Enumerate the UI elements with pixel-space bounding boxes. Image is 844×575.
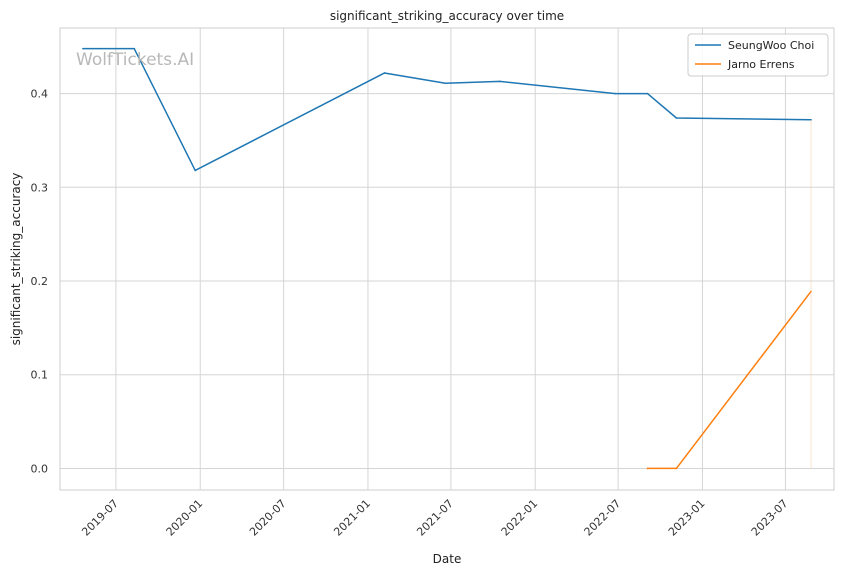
legend: SeungWoo Choi Jarno Errens — [687, 33, 829, 77]
data-point-seungwoo-choi — [383, 72, 386, 74]
grid-lines — [60, 28, 834, 490]
data-point-seungwoo-choi — [675, 117, 678, 119]
y-tick-label: 0.3 — [31, 181, 49, 194]
plot-area — [59, 27, 835, 491]
data-point-seungwoo-choi — [82, 47, 84, 50]
data-point-seungwoo-choi — [444, 82, 447, 85]
y-axis-label: significant_striking_accuracy — [9, 173, 23, 346]
data-point-jarno-errens — [646, 467, 649, 470]
y-tick-label: 0.4 — [31, 88, 49, 101]
legend-box — [687, 33, 829, 77]
y-axis-ticks: 0.0 0.1 0.2 0.3 0.4 — [31, 88, 49, 476]
legend-label-jarno-errens: Jarno Errens — [727, 58, 795, 71]
data-point-seungwoo-choi — [614, 92, 617, 95]
data-point-seungwoo-choi — [133, 47, 136, 50]
chart-title: significant_striking_accuracy over time — [330, 9, 564, 23]
y-tick-label: 0.1 — [31, 369, 49, 382]
series-line-seungwoo-choi — [82, 47, 812, 172]
data-point-seungwoo-choi — [499, 80, 501, 83]
x-axis-label: Date — [433, 552, 462, 566]
data-point-jarno-errens — [675, 467, 678, 470]
data-point-seungwoo-choi — [646, 92, 649, 95]
y-tick-label: 0.2 — [31, 275, 49, 288]
series-lines — [82, 47, 812, 470]
legend-label-seungwoo-choi: SeungWoo Choi — [728, 39, 814, 52]
y-tick-label: 0.0 — [31, 462, 49, 475]
data-point-seungwoo-choi — [194, 169, 196, 172]
watermark: WolfTickets.AI — [76, 50, 194, 70]
